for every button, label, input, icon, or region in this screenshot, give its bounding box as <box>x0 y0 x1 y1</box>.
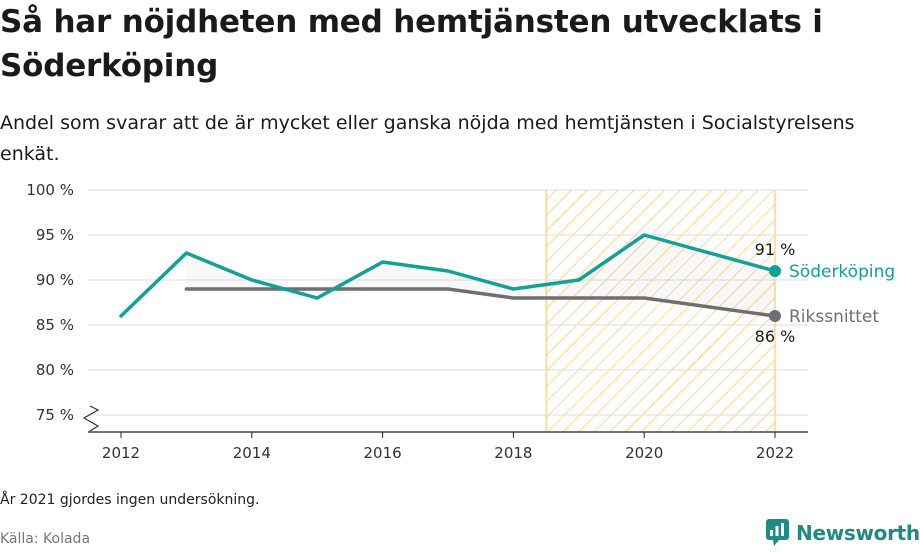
y-tick-label: 80 % <box>36 361 74 379</box>
series-name-label-1: Rikssnittet <box>789 307 879 327</box>
x-tick-label: 2016 <box>364 444 402 462</box>
x-tick-label: 2012 <box>102 444 140 462</box>
end-value-label-1: 86 % <box>755 327 796 346</box>
series-end-point-1 <box>769 310 781 322</box>
source-note: Källa: Kolada <box>0 531 91 547</box>
brand-name: Newsworthy <box>796 521 920 545</box>
series-end-point-0 <box>769 265 781 277</box>
y-tick-label: 100 % <box>26 181 74 199</box>
footnote: År 2021 gjordes ingen undersökning. <box>0 492 260 508</box>
newsworthy-logo-icon <box>766 519 789 546</box>
series-line-0 <box>119 233 777 318</box>
chart-title: Så har nöjdheten med hemtjänsten utveckl… <box>0 4 823 84</box>
y-tick-label: 85 % <box>36 316 74 334</box>
series-line-1 <box>184 287 777 318</box>
series-gap-band <box>186 235 775 316</box>
line-chart: 75 % 80 % 85 % 90 % 95 % 100 % 2012 2014 2016 20… <box>26 181 895 462</box>
series-name-label-0: Söderköping <box>789 262 895 282</box>
x-tick-label: 2014 <box>233 444 271 462</box>
y-tick-label: 75 % <box>36 406 74 424</box>
axis-break-icon <box>82 405 100 432</box>
y-tick-label: 90 % <box>36 271 74 289</box>
x-tick-label: 2018 <box>494 444 532 462</box>
chart-subtitle: Andel som svarar att de är mycket eller … <box>0 112 855 165</box>
x-tick-label: 2022 <box>756 444 794 462</box>
brand-logo: Newsworthy <box>765 518 920 548</box>
x-tick-label: 2020 <box>625 444 663 462</box>
y-tick-label: 95 % <box>36 226 74 244</box>
end-value-label-0: 91 % <box>755 240 796 259</box>
